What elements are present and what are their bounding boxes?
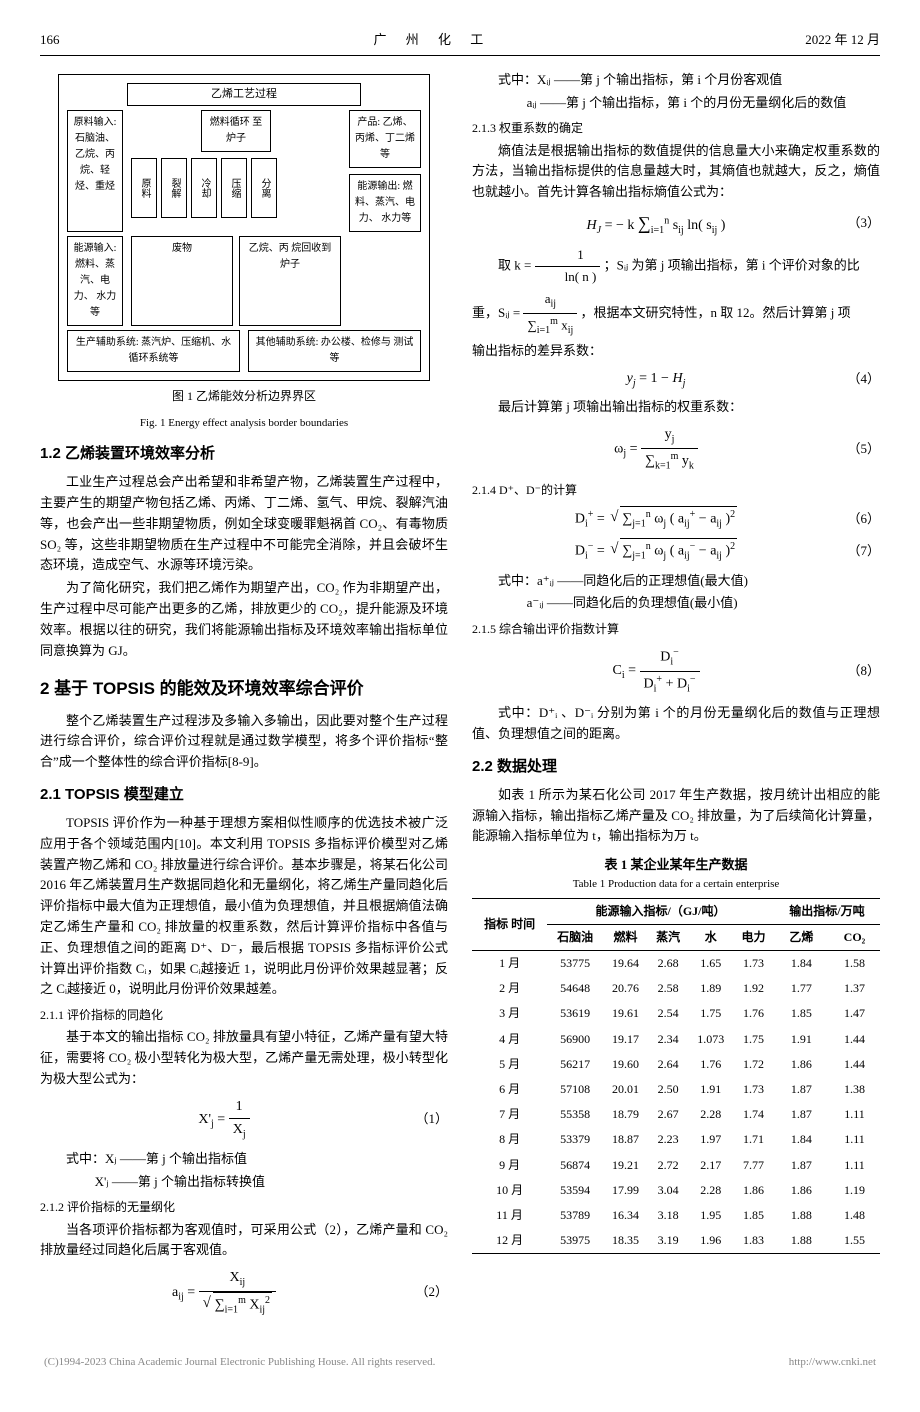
two-column-layout: 乙烯工艺过程 原料输入: 石脑油、 乙烷、丙 烷、轻 烃、重烃 燃料循环 至炉子… (40, 70, 880, 1325)
para-2-1-2-1: 当各项评价指标都为客观值时，可采用公式（2），乙烯产量和 CO₂ 排放量经过同趋… (40, 1220, 448, 1262)
section-1-2-heading: 1.2 乙烯装置环境效率分析 (40, 442, 448, 466)
issue-date: 2022 年 12 月 (805, 30, 880, 51)
figure-1-diagram: 乙烯工艺过程 原料输入: 石脑油、 乙烷、丙 烷、轻 烃、重烃 燃料循环 至炉子… (58, 74, 430, 382)
subsection-2-1-3: 2.1.3 权重系数的确定 (472, 119, 880, 138)
para-2-1-1: TOPSIS 评价作为一种基于理想方案相似性顺序的优选技术被广泛应用于各个领域范… (40, 813, 448, 1000)
subsection-2-1-1: 2.1.1 评价指标的同趋化 (40, 1006, 448, 1025)
eq1-where-a: 式中：Xⱼ ——第 j 个输出指标值 (40, 1149, 448, 1170)
tbl-h-left: 指标 时间 (472, 898, 547, 950)
equation-8: Ci = Di−Di+ + Di− （8） (472, 645, 880, 697)
fig-aux-other: 其他辅助系统: 办公楼、检修与 测试等 (248, 330, 421, 372)
equation-3: HJ = − k ∑i=1n sij ln( sij ) （3） (472, 209, 880, 239)
fig-input-energy: 能源输入: 燃料、蒸 汽、电力、 水力等 (67, 236, 123, 326)
section-2-heading: 2 基于 TOPSIS 的能效及环境效率综合评价 (40, 675, 448, 702)
equation-5: ωj = yj∑k=1m yk （5） (472, 424, 880, 474)
para-1-2-1: 工业生产过程总会产出希望和非希望产物，乙烯装置生产过程中，主要产生的期望产物包括… (40, 472, 448, 576)
table-row: 4 月5690019.172.341.0731.751.911.44 (472, 1027, 880, 1052)
equation-2: aij = Xij∑i=1m Xij2 （2） (40, 1267, 448, 1318)
footer-copyright: (C)1994-2023 China Academic Journal Elec… (44, 1354, 435, 1372)
table-row: 7 月5535818.792.672.281.741.871.11 (472, 1102, 880, 1127)
table-row: 10 月5359417.993.042.281.861.861.19 (472, 1178, 880, 1203)
tbl-h-group2: 输出指标/万吨 (774, 898, 880, 924)
fig-stage-separate: 分离 (251, 158, 277, 218)
fig-fuel-cycle: 燃料循环 至炉子 (201, 110, 271, 152)
fig-input-raw: 原料输入: 石脑油、 乙烷、丙 烷、轻 烃、重烃 (67, 110, 123, 232)
equation-7: Di− = ∑j=1n ωj ( aij− − aij )2 （7） (472, 538, 880, 564)
fig-output-product: 产品: 乙烯、丙烯、丁二烯 等 (349, 110, 421, 168)
table-row: 12 月5397518.353.191.961.831.881.55 (472, 1228, 880, 1254)
subsection-2-1-5: 2.1.5 综合输出评价指数计算 (472, 620, 880, 639)
table-row: 8 月5337918.872.231.971.711.841.11 (472, 1127, 880, 1152)
section-2-2-heading: 2.2 数据处理 (472, 755, 880, 779)
subsection-2-1-2: 2.1.2 评价指标的无量纲化 (40, 1198, 448, 1217)
para-2-1-3-4: 输出指标的差异系数： (472, 341, 880, 362)
para-2-1-3-2: 取 k = 1ln( n ) ；Sᵢⱼ 为第 j 项输出指标，第 i 个评价对象… (472, 245, 880, 288)
page-number: 166 (40, 30, 60, 51)
left-column: 乙烯工艺过程 原料输入: 石脑油、 乙烷、丙 烷、轻 烃、重烃 燃料循环 至炉子… (40, 70, 448, 1325)
para-2-2-1: 如表 1 所示为某石化公司 2017 年生产数据，按月统计出相应的能源输入指标，… (472, 785, 880, 847)
fig-title-box: 乙烯工艺过程 (127, 83, 361, 107)
para-2-1-3-3: 重，Sᵢⱼ = aij∑i=1m xij ，根据本文研究特性，n 取 12。然后… (472, 289, 880, 339)
fig-output-energy: 能源输出: 燃料、蒸汽、电力、 水力等 (349, 174, 421, 232)
eq67-where-b: a⁻ᵢⱼ ——同趋化后的负理想值(最小值) (472, 593, 880, 614)
page-footer: (C)1994-2023 China Academic Journal Elec… (40, 1354, 880, 1372)
para-2-1-3-1: 熵值法是根据输出指标的数值提供的信息量大小来确定权重系数的方法，当输出指标提供的… (472, 141, 880, 203)
table-row: 9 月5687419.212.722.177.771.871.11 (472, 1153, 880, 1178)
tbl-h-group1: 能源输入指标/（GJ/吨） (547, 898, 774, 924)
fig-process-stages: 原料 裂解 冷却 压缩 分离 (131, 158, 341, 218)
table-1-body: 1 月5377519.642.681.651.731.841.582 月5464… (472, 951, 880, 1254)
table-row: 5 月5621719.602.641.761.721.861.44 (472, 1052, 880, 1077)
fig-stage-cool: 冷却 (191, 158, 217, 218)
fig-recycle: 乙烷、丙 烷回收到 炉子 (239, 236, 341, 326)
fig-stage-crack: 裂解 (161, 158, 187, 218)
para-2-1: 整个乙烯装置生产过程涉及多输入多输出，因此要对整个生产过程进行综合评价，综合评价… (40, 711, 448, 773)
page-header: 166 广 州 化 工 2022 年 12 月 (40, 30, 880, 56)
eq8-where: 式中：D⁺ᵢ 、D⁻ᵢ 分别为第 i 个的月份无量纲化后的数值与正理想值、负理想… (472, 703, 880, 745)
section-2-1-heading: 2.1 TOPSIS 模型建立 (40, 783, 448, 807)
figure-1-caption-en: Fig. 1 Energy effect analysis border bou… (40, 415, 448, 433)
eq1-where-b: X'ⱼ ——第 j 个输出指标转换值 (40, 1172, 448, 1193)
eq67-where-a: 式中：a⁺ᵢⱼ ——同趋化后的正理想值(最大值) (472, 571, 880, 592)
right-column: 式中：Xᵢⱼ ——第 j 个输出指标，第 i 个月份客观值 aᵢⱼ ——第 j … (472, 70, 880, 1325)
table-row: 6 月5710820.012.501.911.731.871.38 (472, 1077, 880, 1102)
table-row: 3 月5361919.612.541.751.761.851.47 (472, 1001, 880, 1026)
para-2-1-3-5: 最后计算第 j 项输出输出指标的权重系数： (472, 397, 880, 418)
para-2-1-1-1: 基于本文的输出指标 CO₂ 排放量具有望小特征，乙烯产量有望大特征，需要将 CO… (40, 1027, 448, 1089)
table-1: 指标 时间 能源输入指标/（GJ/吨） 输出指标/万吨 石脑油 燃料 蒸汽 水 … (472, 898, 880, 1255)
figure-1-caption: 图 1 乙烯能效分析边界界区 (40, 387, 448, 406)
fig-waste: 废物 (131, 236, 233, 326)
para-1-2-2: 为了简化研究，我们把乙烯作为期望产出，CO₂ 作为非期望产出，生产过程中尽可能产… (40, 578, 448, 661)
equation-6: Di+ = ∑j=1n ωj ( aij+ − aij )2 （6） (472, 506, 880, 532)
fig-stage-compress: 压缩 (221, 158, 247, 218)
equation-1: X'j = 1Xj （1） (40, 1096, 448, 1143)
eq2-where-b: aᵢⱼ ——第 j 个输出指标，第 i 个的月份无量纲化后的数值 (472, 93, 880, 114)
table-row: 1 月5377519.642.681.651.731.841.58 (472, 951, 880, 977)
table-row: 11 月5378916.343.181.951.851.881.48 (472, 1203, 880, 1228)
journal-name: 广 州 化 工 (373, 30, 491, 51)
footer-url: http://www.cnki.net (789, 1354, 876, 1372)
equation-4: yj = 1 − Hj （4） (472, 368, 880, 392)
subsection-2-1-4: 2.1.4 D⁺、D⁻的计算 (472, 481, 880, 500)
fig-stage-raw: 原料 (131, 158, 157, 218)
table-1-caption-en: Table 1 Production data for a certain en… (472, 876, 880, 894)
fig-aux-prod: 生产辅助系统: 蒸汽炉、压缩机、水 循环系统等 (67, 330, 240, 372)
table-1-caption: 表 1 某企业某年生产数据 (472, 855, 880, 876)
table-row: 2 月5464820.762.581.891.921.771.37 (472, 976, 880, 1001)
eq2-where-a: 式中：Xᵢⱼ ——第 j 个输出指标，第 i 个月份客观值 (472, 70, 880, 91)
